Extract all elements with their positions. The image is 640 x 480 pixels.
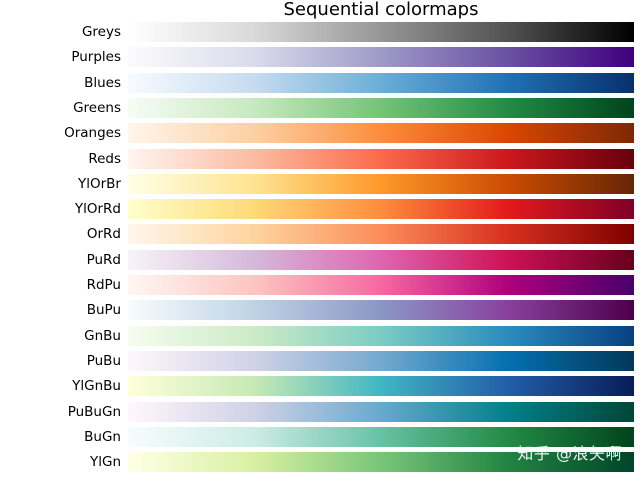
colormap-row: Greens [0,97,640,118]
colormap-bar [128,401,634,422]
watermark: 知乎 @浪矢啊 [517,444,622,463]
colormap-row: BuPu [0,300,640,321]
colormap-label: Greens [73,99,121,116]
colormap-bar [128,426,634,447]
colormap-bar [128,47,634,68]
colormap-row: Oranges [0,123,640,144]
colormap-label: OrRd [86,226,121,243]
colormap-label: BuPu [86,302,121,319]
colormap-bar [128,72,634,93]
colormap-row: PuBuGn [0,401,640,422]
colormap-row: Blues [0,72,640,93]
colormap-bar [128,123,634,144]
colormap-row: PuBu [0,350,640,371]
colormap-bar [128,173,634,194]
colormap-row: Purples [0,47,640,68]
colormap-label: YlGnBu [72,378,121,395]
colormap-row: BuGn [0,426,640,447]
colormap-row: OrRd [0,224,640,245]
colormap-label: RdPu [86,277,121,293]
colormap-bar [128,275,634,295]
colormap-label: Greys [81,24,121,40]
colormap-label: YlOrRd [74,201,121,218]
colormap-label: Blues [84,74,121,91]
colormap-row: Greys [0,22,640,42]
colormap-bar [128,224,634,245]
colormap-bar [128,97,634,118]
colormap-label: Purples [71,49,121,66]
colormap-label: YlOrBr [78,175,121,192]
colormap-bar [128,376,634,397]
colormap-row: Reds [0,148,640,169]
colormap-bar [128,22,634,42]
colormap-bar [128,350,634,371]
colormap-label: BuGn [84,428,121,445]
colormap-label: PuBu [86,352,121,369]
colormap-row: RdPu [0,275,640,295]
colormap-bar [128,300,634,321]
colormap-label: GnBu [84,327,121,344]
colormap-label: PuRd [86,251,121,268]
colormap-bar [128,249,634,270]
colormap-label: Reds [88,150,121,167]
colormap-label: YlGn [89,454,121,471]
colormap-bar [128,148,634,169]
colormap-row: YlOrRd [0,199,640,220]
colormap-bar [128,199,634,220]
colormap-row: YlGn [0,452,640,473]
colormap-label: Oranges [64,125,121,142]
colormap-row: YlGnBu [0,376,640,397]
colormap-bar [128,452,634,473]
colormap-bar [128,325,634,346]
colormap-row: PuRd [0,249,640,270]
chart-title: Sequential colormaps [283,0,479,20]
colormap-row: GnBu [0,325,640,346]
colormap-label: PuBuGn [67,403,121,420]
colormap-row: YlOrBr [0,173,640,194]
